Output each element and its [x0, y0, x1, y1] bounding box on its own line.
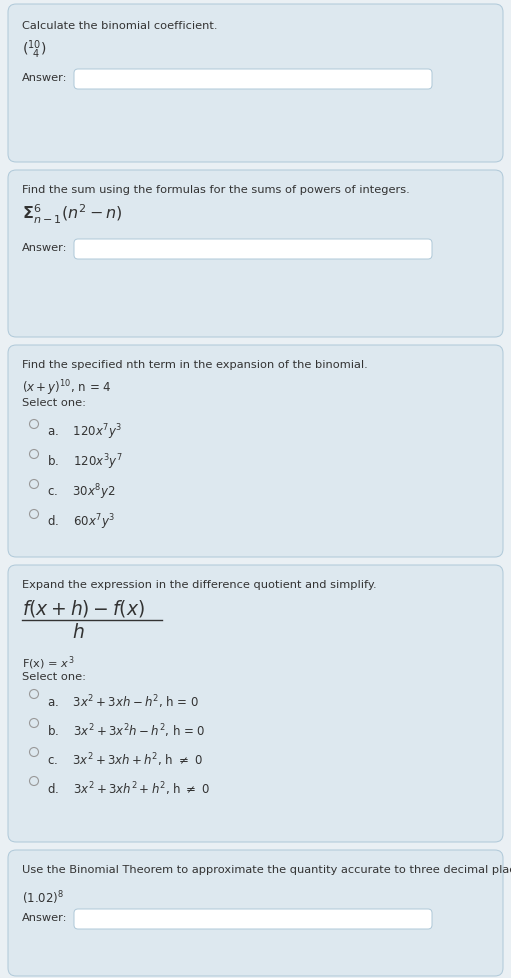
Text: Use the Binomial Theorem to approximate the quantity accurate to three decimal p: Use the Binomial Theorem to approximate …: [22, 865, 511, 874]
Text: Find the specified nth term in the expansion of the binomial.: Find the specified nth term in the expan…: [22, 360, 368, 370]
Text: $\it{f(x+h)-f(x)}$: $\it{f(x+h)-f(x)}$: [22, 598, 145, 618]
Text: Answer:: Answer:: [22, 73, 67, 83]
Text: Answer:: Answer:: [22, 912, 67, 922]
Text: a.    $120x^7y^3$: a. $120x^7y^3$: [47, 422, 123, 441]
FancyBboxPatch shape: [8, 565, 503, 842]
FancyBboxPatch shape: [74, 910, 432, 929]
FancyBboxPatch shape: [74, 240, 432, 260]
FancyBboxPatch shape: [74, 70, 432, 90]
Text: Calculate the binomial coefficient.: Calculate the binomial coefficient.: [22, 21, 218, 31]
Text: Select one:: Select one:: [22, 671, 86, 682]
Text: $\mathregular{(}^{10}_{\enspace 4}\mathregular{)}$: $\mathregular{(}^{10}_{\enspace 4}\mathr…: [22, 38, 47, 61]
Text: Select one:: Select one:: [22, 398, 86, 408]
Text: $(x+y)^{10}$, n = 4: $(x+y)^{10}$, n = 4: [22, 378, 111, 397]
Text: b.    $120x^3y^7$: b. $120x^3y^7$: [47, 452, 123, 471]
FancyBboxPatch shape: [8, 345, 503, 557]
Text: $\it{h}$: $\it{h}$: [72, 622, 85, 642]
Text: $\mathbf{\Sigma}^6_{n-1}(n^2-n)$: $\mathbf{\Sigma}^6_{n-1}(n^2-n)$: [22, 202, 123, 226]
FancyBboxPatch shape: [8, 5, 503, 162]
Text: F(x) = $x^3$: F(x) = $x^3$: [22, 653, 75, 671]
Text: Expand the expression in the difference quotient and simplify.: Expand the expression in the difference …: [22, 579, 377, 590]
Text: Find the sum using the formulas for the sums of powers of integers.: Find the sum using the formulas for the …: [22, 185, 410, 195]
FancyBboxPatch shape: [8, 171, 503, 337]
Text: d.    $3x^2 + 3xh^2 + h^2$, h $\neq$ 0: d. $3x^2 + 3xh^2 + h^2$, h $\neq$ 0: [47, 779, 211, 797]
FancyBboxPatch shape: [8, 850, 503, 976]
Text: c.    $3x^2 + 3xh + h^2$, h $\neq$ 0: c. $3x^2 + 3xh + h^2$, h $\neq$ 0: [47, 750, 203, 768]
Text: $(1.02)^8$: $(1.02)^8$: [22, 888, 64, 906]
Text: c.    $30x^8y2$: c. $30x^8y2$: [47, 482, 115, 502]
Text: b.    $3x^2 + 3x^2h - h^2$, h = 0: b. $3x^2 + 3x^2h - h^2$, h = 0: [47, 722, 205, 739]
Text: a.    $3x^2 + 3xh - h^2$, h = 0: a. $3x^2 + 3xh - h^2$, h = 0: [47, 692, 199, 710]
Text: Answer:: Answer:: [22, 243, 67, 252]
Text: d.    $60x^7y^3$: d. $60x^7y^3$: [47, 511, 115, 531]
